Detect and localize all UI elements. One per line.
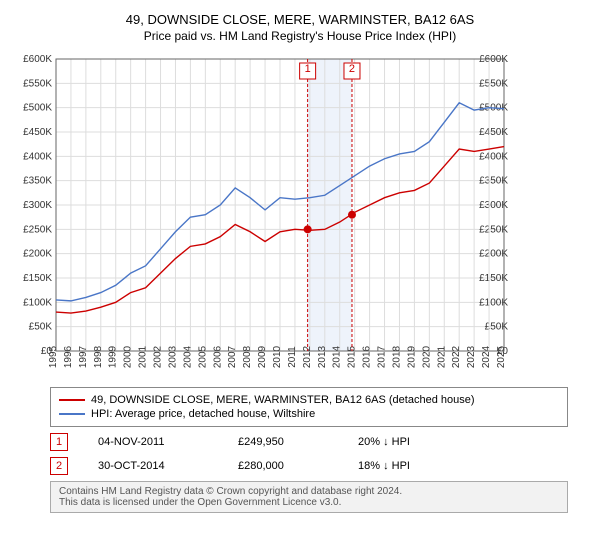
svg-text:2011: 2011 <box>287 346 298 368</box>
svg-text:2017: 2017 <box>377 345 388 368</box>
svg-text:2015: 2015 <box>347 345 358 368</box>
svg-text:1996: 1996 <box>63 345 74 368</box>
svg-text:2016: 2016 <box>362 345 373 368</box>
sale-row: 1 04-NOV-2011 £249,950 20% ↓ HPI <box>50 433 590 451</box>
svg-text:2025: 2025 <box>496 345 507 368</box>
footer-line2: This data is licensed under the Open Gov… <box>59 497 559 508</box>
svg-text:2012: 2012 <box>302 345 313 368</box>
svg-text:2020: 2020 <box>421 345 432 368</box>
svg-text:2010: 2010 <box>272 345 283 368</box>
sale-badge: 2 <box>50 457 68 475</box>
svg-text:£300K: £300K <box>23 200 52 211</box>
svg-text:£500K: £500K <box>23 103 52 114</box>
svg-text:2019: 2019 <box>406 345 417 368</box>
svg-text:1: 1 <box>305 63 311 75</box>
svg-text:2004: 2004 <box>182 345 193 368</box>
svg-text:£550K: £550K <box>23 78 52 89</box>
svg-text:2022: 2022 <box>451 345 462 368</box>
legend-item-property: 49, DOWNSIDE CLOSE, MERE, WARMINSTER, BA… <box>59 394 559 406</box>
svg-text:£50K: £50K <box>485 322 509 333</box>
svg-text:1997: 1997 <box>78 345 89 368</box>
sale-row: 2 30-OCT-2014 £280,000 18% ↓ HPI <box>50 457 590 475</box>
legend: 49, DOWNSIDE CLOSE, MERE, WARMINSTER, BA… <box>50 387 568 427</box>
svg-text:£600K: £600K <box>23 54 52 65</box>
legend-label-hpi: HPI: Average price, detached house, Wilt… <box>91 408 315 420</box>
chart-title: 49, DOWNSIDE CLOSE, MERE, WARMINSTER, BA… <box>10 12 590 27</box>
svg-text:2014: 2014 <box>332 345 343 368</box>
svg-text:1995: 1995 <box>48 345 59 368</box>
sale-delta: 20% ↓ HPI <box>358 436 410 448</box>
svg-text:2: 2 <box>349 63 355 75</box>
svg-text:2005: 2005 <box>197 345 208 368</box>
svg-text:£350K: £350K <box>23 176 52 187</box>
svg-text:1998: 1998 <box>93 345 104 368</box>
svg-text:£450K: £450K <box>23 127 52 138</box>
svg-text:1999: 1999 <box>108 345 119 368</box>
chart-area: £0£0£50K£50K£100K£100K£150K£150K£200K£20… <box>10 51 590 381</box>
svg-text:2024: 2024 <box>481 345 492 368</box>
sale-price: £280,000 <box>238 460 328 472</box>
svg-text:£100K: £100K <box>23 297 52 308</box>
line-chart: £0£0£50K£50K£100K£100K£150K£150K£200K£20… <box>10 51 550 381</box>
sale-date: 04-NOV-2011 <box>98 436 208 448</box>
sale-date: 30-OCT-2014 <box>98 460 208 472</box>
sale-delta: 18% ↓ HPI <box>358 460 410 472</box>
svg-text:2018: 2018 <box>391 345 402 368</box>
svg-text:2013: 2013 <box>317 345 328 368</box>
svg-text:2021: 2021 <box>436 345 447 368</box>
legend-item-hpi: HPI: Average price, detached house, Wilt… <box>59 408 559 420</box>
sale-badge: 1 <box>50 433 68 451</box>
legend-swatch-property <box>59 399 85 401</box>
svg-text:2009: 2009 <box>257 345 268 368</box>
svg-text:2000: 2000 <box>123 345 134 368</box>
svg-text:2001: 2001 <box>138 345 149 368</box>
sale-price: £249,950 <box>238 436 328 448</box>
svg-text:2003: 2003 <box>167 345 178 368</box>
footer: Contains HM Land Registry data © Crown c… <box>50 481 568 513</box>
chart-subtitle: Price paid vs. HM Land Registry's House … <box>10 29 590 43</box>
legend-swatch-hpi <box>59 413 85 415</box>
svg-text:£400K: £400K <box>23 151 52 162</box>
footer-line1: Contains HM Land Registry data © Crown c… <box>59 486 559 497</box>
svg-text:2007: 2007 <box>227 345 238 368</box>
svg-text:£250K: £250K <box>23 224 52 235</box>
legend-label-property: 49, DOWNSIDE CLOSE, MERE, WARMINSTER, BA… <box>91 394 475 406</box>
svg-text:2008: 2008 <box>242 345 253 368</box>
svg-text:2006: 2006 <box>212 345 223 368</box>
svg-text:£150K: £150K <box>23 273 52 284</box>
svg-text:£200K: £200K <box>23 249 52 260</box>
svg-text:2002: 2002 <box>153 345 164 368</box>
sales-list: 1 04-NOV-2011 £249,950 20% ↓ HPI 2 30-OCT-201… <box>10 433 590 475</box>
svg-text:2023: 2023 <box>466 345 477 368</box>
svg-text:£50K: £50K <box>29 322 53 333</box>
